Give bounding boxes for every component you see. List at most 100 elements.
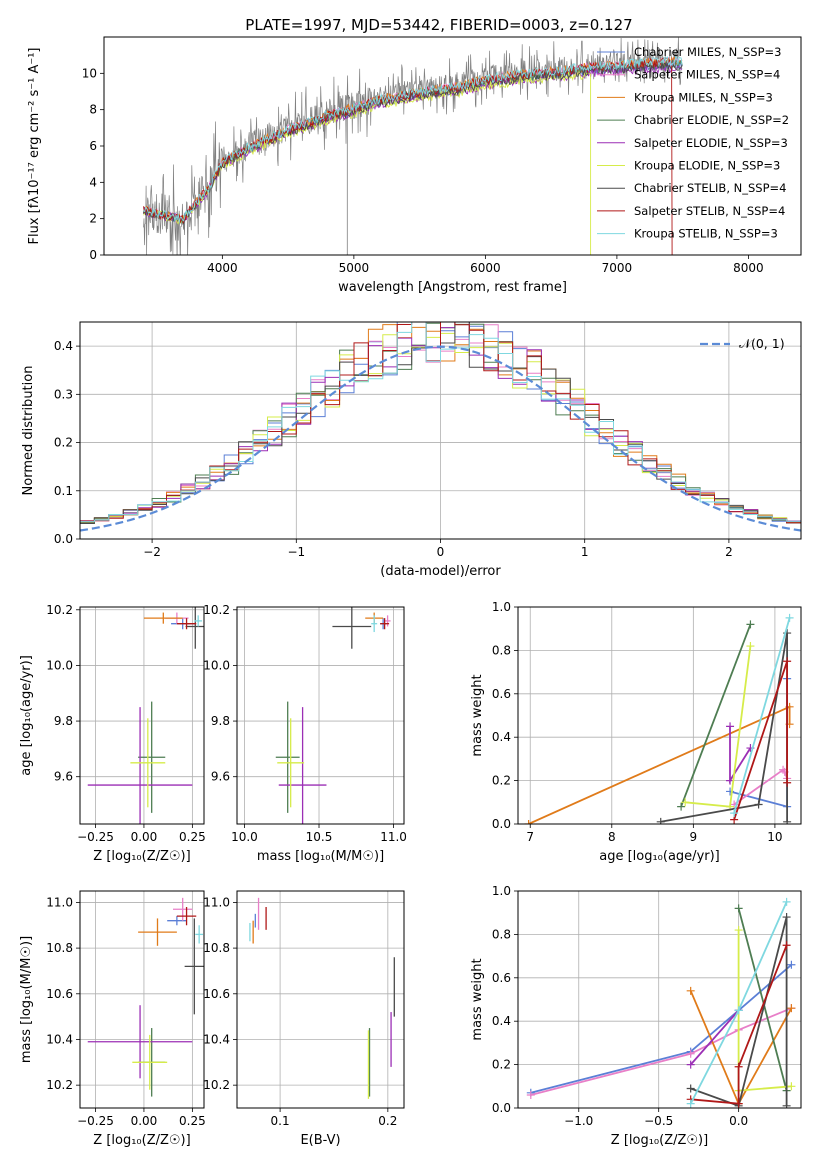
mass-weight-marker [783,817,792,824]
model-spectrum-salpeter-miles [143,56,683,224]
errorbar-point [278,707,327,824]
x-tick-label: 6000 [470,261,501,275]
x-tick-label: 0.1 [271,1114,290,1128]
panel-massweight-vs-age: 7 8 9 10 0.0 0.2 0.4 0.6 0.8 1.0 age [log₁₀(age/yr… [470,600,802,864]
model-spectrum-chabrier-stelib [143,62,683,225]
mass-weight-marker [677,802,686,811]
y-tick-label: 10.2 [203,603,230,617]
y-tick-label: 0.2 [492,1058,511,1072]
y-axis-label: Normed distribution [21,366,36,496]
errorbar-point [277,718,305,808]
plot-area [249,897,395,1099]
model-spectrum-kroupa-stelib [143,55,683,223]
errorbar-point [132,1034,168,1090]
panel-mass-vs-ebv: 0.1 0.2 10.2 10.4 10.6 10.8 11.0 E(B-V) [203,890,405,1148]
mass-weight-marker [526,1090,535,1099]
y-tick-label: 0 [89,248,97,262]
mass-weight-marker [686,1099,695,1108]
legend-entry: Kroupa MILES, N_SSP=3 [634,90,773,104]
mass-weight-marker [787,1004,796,1013]
panel-massweight-vs-Z: −1.0 −0.5 0.0 0.0 0.2 0.4 0.6 0.8 1.0 Z [log₁₀(Z/… [470,884,802,1148]
y-tick-label: 0.8 [492,927,511,941]
x-tick-label: −0.5 [644,1114,673,1128]
model-spectrum-kroupa-miles [143,56,683,223]
mass-weight-line [685,645,752,808]
errorbar-point [184,918,204,1015]
mass-weight-marker [734,926,743,935]
mass-weight-marker [681,798,690,807]
x-tick-label: 8000 [733,261,764,275]
y-tick-label: 11.0 [46,895,73,909]
errorbar-point [195,925,204,944]
y-tick-label: 0.0 [492,1101,511,1115]
x-tick-label: 11.0 [380,830,407,844]
x-tick-label: 0.25 [179,1114,206,1128]
mass-weight-marker [783,657,792,666]
mass-weight-line [729,726,752,784]
mass-weight-line [737,908,788,1091]
mass-weight-marker [754,800,763,809]
panel-spectrum: 4000 5000 6000 7000 8000 0 2 4 6 8 10 wavelength [A… [27,36,802,295]
x-tick-label: 7 [526,830,534,844]
plot-area [526,897,796,1108]
mass-weight-line [690,916,788,1107]
x-tick-label: −0.25 [77,830,114,844]
y-tick-label: 1.0 [492,884,511,898]
plot-area [275,607,391,824]
y-tick-label: 10.2 [46,603,73,617]
y-tick-label: 0.6 [492,971,511,985]
axes-frame [236,606,405,825]
y-tick-label: 9.8 [54,714,73,728]
mass-weight-marker [734,1099,743,1108]
mass-weight-line [530,964,792,1094]
page-title: PLATE=1997, MJD=53442, FIBERID=0003, z=0… [245,16,632,34]
x-axis-label: mass [log₁₀(M/M☉)] [257,849,384,864]
errorbar-point [185,607,204,649]
x-tick-label: 10.5 [306,830,333,844]
mass-weight-marker [782,913,791,922]
y-tick-label: 10.6 [46,987,73,1001]
legend-entry: Kroupa STELIB, N_SSP=3 [634,227,778,241]
y-tick-label: 10.6 [203,987,230,1001]
model-spectrum-chabrier-elodie [143,59,683,225]
errorbar-point [167,916,187,926]
mass-weight-marker [686,1084,695,1093]
y-tick-label: 10.8 [46,941,73,955]
x-tick-label: 8 [608,830,616,844]
y-axis-label: Flux [fλ10⁻¹⁷ erg cm⁻² s⁻¹ A⁻¹] [27,48,42,245]
plot-area [143,37,683,255]
plot-area [87,607,204,824]
x-tick-label: −1 [287,545,305,559]
model-spectrum-chabrier-miles [143,58,683,225]
mass-weight-line [733,768,788,806]
x-axis-label: wavelength [Angstrom, rest frame] [338,280,567,295]
y-tick-label: 10.8 [203,941,230,955]
plot-area [87,897,204,1097]
mass-weight-marker [782,897,791,906]
y-tick-label: 6 [89,139,97,153]
mass-weight-marker [734,1062,743,1071]
x-tick-label: −2 [143,545,161,559]
mass-weight-marker [746,620,755,629]
legend-entry: Salpeter STELIB, N_SSP=4 [634,204,785,218]
x-tick-label: 0.2 [378,1114,397,1128]
axes-frame [517,606,802,825]
y-tick-label: 0.4 [54,339,73,353]
axes-frame [517,890,802,1109]
x-tick-label: −1.0 [564,1114,593,1128]
y-tick-label: 8 [89,103,97,117]
legend-entry: Kroupa ELODIE, N_SSP=3 [634,159,780,173]
x-tick-label: 4000 [207,261,238,275]
x-tick-label: 2 [725,545,733,559]
legend-entry: 𝒩(0, 1) [739,336,785,351]
y-tick-label: 0.0 [54,532,73,546]
mass-weight-marker [686,986,695,995]
x-tick-label: 0.00 [131,1114,158,1128]
errorbar-point [371,615,378,633]
x-axis-label: (data-model)/error [380,564,501,579]
x-axis-label: Z [log₁₀(Z/Z☉)] [611,1133,708,1148]
mass-weight-marker [785,613,794,622]
y-tick-label: 4 [89,175,97,189]
y-tick-label: 0.4 [492,730,511,744]
